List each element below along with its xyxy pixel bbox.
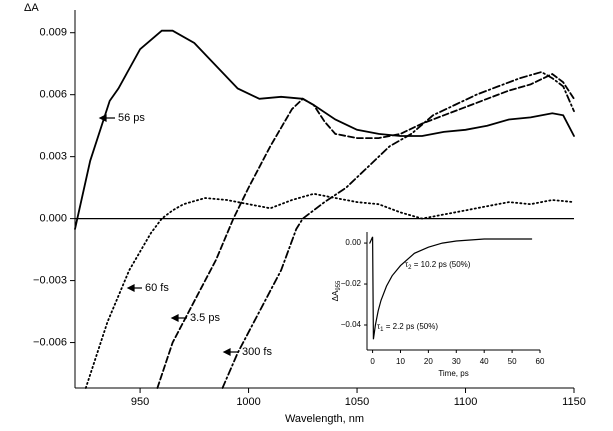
x-tick-label: 10 <box>396 357 405 366</box>
x-tick-label: 0 <box>370 357 375 366</box>
series-label: 60 fs <box>145 282 169 294</box>
x-tick-label: 950 <box>131 396 149 408</box>
x-tick-label: 50 <box>508 357 517 366</box>
y-tick-label: −0.003 <box>33 274 67 286</box>
y-tick-label: 0.009 <box>39 27 67 39</box>
x-tick-label: 60 <box>536 357 545 366</box>
series-label: 300 fs <box>242 346 272 358</box>
annotation: τ1 = 2.2 ps (50%) <box>377 322 438 332</box>
y-axis-label-text: ΔA <box>331 290 340 301</box>
annotation-text: = 2.2 ps (50%) <box>384 322 439 331</box>
y-tick-label: 0.006 <box>39 89 67 101</box>
annotation-subscript: 1 <box>380 327 384 333</box>
x-tick-label: 1150 <box>562 396 586 408</box>
series-label: 3.5 ps <box>190 312 220 324</box>
y-axis-label-text: ΔA <box>24 2 39 14</box>
y-axis-label: ΔA955 <box>331 280 341 301</box>
label-arrow <box>126 284 142 292</box>
y-tick-label: −0.006 <box>33 336 67 348</box>
x-tick-label: 20 <box>424 357 433 366</box>
annotation-subscript: 2 <box>408 265 412 271</box>
x-axis-label: Wavelength, nm <box>285 413 364 425</box>
y-tick-label: 0.00 <box>345 238 361 247</box>
series-line <box>369 236 533 340</box>
annotation: τ2 = 10.2 ps (50%) <box>405 260 471 270</box>
series-label: 56 ps <box>118 112 145 124</box>
annotation-text: = 10.2 ps (50%) <box>412 260 471 269</box>
x-tick-label: 1100 <box>454 396 478 408</box>
label-arrow <box>222 348 239 356</box>
y-tick-label: 0.000 <box>39 213 67 225</box>
series-line <box>156 72 575 389</box>
y-axis-label-subscript: 955 <box>336 280 342 291</box>
annotation-symbol: τ <box>377 322 381 331</box>
x-axis-label: Time, ps <box>438 369 468 378</box>
x-tick-label: 40 <box>480 357 489 366</box>
x-tick-label: 30 <box>452 357 461 366</box>
x-tick-label: 1050 <box>345 396 369 408</box>
series-line <box>84 192 575 389</box>
annotation-symbol: τ <box>405 260 409 269</box>
y-axis-label: ΔA <box>24 2 39 14</box>
y-tick-label: −0.04 <box>341 320 362 329</box>
x-tick-label: 1000 <box>236 396 260 408</box>
label-arrow <box>98 114 115 122</box>
y-tick-label: −0.02 <box>341 279 362 288</box>
inset-background <box>327 228 548 378</box>
series-line <box>221 71 575 389</box>
label-arrow <box>170 314 187 322</box>
y-tick-label: 0.003 <box>39 151 67 163</box>
series-line <box>74 29 575 230</box>
